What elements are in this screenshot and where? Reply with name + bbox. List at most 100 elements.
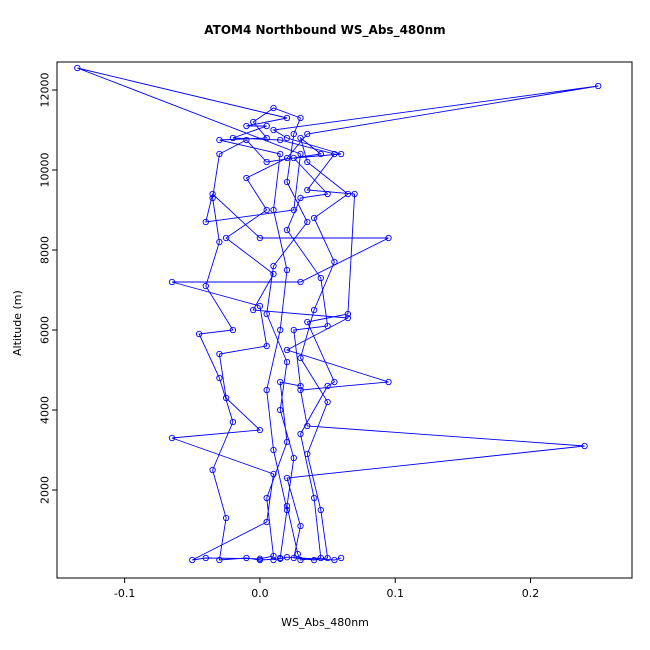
data-point [294,550,301,558]
data-point [297,114,304,122]
y-axis-label: Altitude (m) [11,290,24,356]
data-point [222,394,230,402]
data-point [243,554,250,562]
data-point [270,262,277,270]
data-point [277,378,284,386]
data-point [581,442,588,450]
y-tick-label: 10000 [39,153,52,188]
data-point [168,278,176,286]
data-point [317,554,324,562]
data-point [595,82,602,90]
data-point [263,122,270,130]
data-point [297,278,304,286]
data-point [277,136,284,144]
data-point [297,382,304,390]
y-tick-label: 12000 [39,73,52,108]
x-tick-label: 0.2 [522,587,540,600]
data-point [304,450,311,458]
data-point [216,374,223,382]
data-point [229,134,237,142]
data-point [283,134,291,142]
y-tick-label: 4000 [39,396,52,424]
data-point [310,556,318,564]
data-point [263,494,270,502]
data-point [263,342,270,350]
data-point [270,446,277,454]
data-point [317,150,324,158]
data-point [250,306,257,314]
data-point [385,234,392,242]
data-point [297,386,304,394]
data-point [283,226,291,234]
y-tick-label: 6000 [39,316,52,344]
data-point [283,358,291,366]
data-point [222,514,230,522]
data-point [297,556,304,564]
data-point [270,126,277,134]
data-point [270,270,277,278]
data-point [283,438,291,446]
data-point [229,326,237,334]
data-point [337,150,345,158]
data-point [263,386,270,394]
data-point [344,314,352,322]
data-point [256,556,264,564]
data-point [277,555,284,562]
data-point [243,122,250,130]
data-point [270,470,277,478]
data-point [297,430,304,438]
data-point [263,134,270,142]
data-point [324,554,331,562]
data-point [290,326,297,334]
data-point [216,136,223,144]
data-point [209,190,216,198]
data-point [270,552,277,560]
data-point [317,506,324,514]
data-point [324,398,331,406]
data-point [283,502,291,510]
data-point [324,190,331,198]
data-point [290,130,297,138]
data-point [331,258,338,266]
data-point [304,218,311,226]
data-point [283,154,291,162]
data-point [331,150,338,158]
data-line [77,67,599,561]
data-point [304,130,311,138]
data-point [216,556,223,564]
data-point [229,418,237,426]
data-point [209,466,216,474]
data-point [304,158,311,166]
data-point [270,556,277,564]
data-point [250,118,257,126]
data-point [263,158,270,166]
data-point [344,190,352,198]
data-point [297,522,304,530]
data-point [263,206,270,214]
data-point [351,190,358,198]
data-point [202,282,209,290]
data-point [297,354,304,362]
data-point [317,274,324,282]
data-point [310,494,318,502]
data-point [256,302,264,310]
data-point [202,218,209,226]
data-point [270,206,277,214]
chart-title: ATOM4 Northbound WS_Abs_480nm [204,23,446,37]
data-point [256,234,264,242]
data-point [189,556,196,564]
data-point [277,326,284,334]
data-point [216,238,223,246]
x-axis-label: WS_Abs_480nm [281,616,369,629]
data-point [263,518,270,526]
data-point [283,266,291,274]
data-point [283,474,291,482]
data-point [202,554,209,562]
data-point [263,310,270,318]
data-point [283,346,291,354]
data-point [310,214,318,222]
data-point [290,206,297,214]
data-point [209,194,216,202]
